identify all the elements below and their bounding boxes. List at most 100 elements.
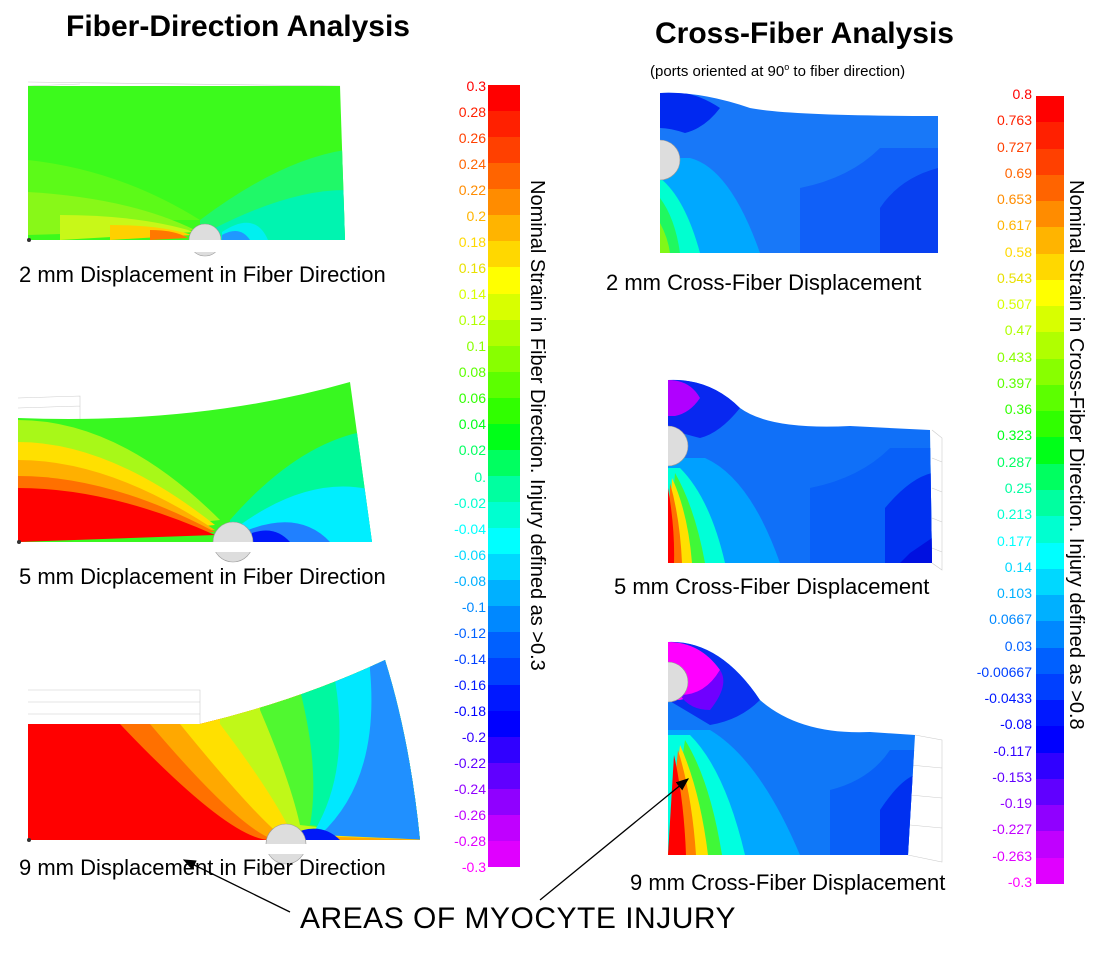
right-subtitle: (ports oriented at 90o to fiber directio…	[650, 62, 905, 80]
scale-tick-label: -0.3	[461, 859, 486, 875]
right-caption-3: 9 mm Cross-Fiber Displacement	[630, 870, 946, 895]
scale-segment	[1036, 463, 1064, 491]
scale-segment	[1036, 490, 1064, 517]
left-scale-label: Nominal Strain in Fiber Direction. Injur…	[526, 180, 548, 671]
scale-segment	[488, 762, 520, 790]
scale-segment	[488, 606, 520, 633]
scale-segment	[488, 371, 520, 399]
scale-segment	[1036, 437, 1064, 465]
scale-tick-label: -0.06	[454, 546, 486, 563]
scale-tick-label: 0.06	[458, 390, 486, 407]
scale-tick-label: 0.763	[996, 112, 1032, 129]
scale-tick-label: 0.397	[996, 374, 1032, 391]
scale-tick-label: -0.227	[992, 821, 1032, 838]
mesh-node-marker	[17, 540, 21, 544]
scale-segment	[1036, 778, 1064, 806]
scale-segment	[488, 241, 520, 268]
scale-tick-label: 0.69	[1004, 164, 1032, 181]
scale-segment	[488, 319, 520, 347]
fiber-plot-9mm	[27, 660, 420, 865]
scale-tick-label: 0.47	[1004, 322, 1032, 339]
scale-segment	[488, 423, 520, 451]
scale-segment	[488, 736, 520, 764]
scale-segment	[1036, 673, 1064, 701]
scale-tick-label: -0.117	[993, 742, 1032, 759]
left-caption-2: 5 mm Dicplacement in Fiber Direction	[19, 564, 386, 589]
cross-fiber-plot-2mm	[638, 92, 938, 253]
scale-segment	[1036, 358, 1064, 386]
scale-tick-label: 0.617	[996, 217, 1032, 234]
fiber-plot-2mm	[27, 81, 345, 257]
scale-segment	[1036, 621, 1064, 649]
scale-segment	[1036, 201, 1064, 228]
scale-tick-label: 0.	[474, 468, 486, 485]
scale-segment	[1036, 857, 1064, 885]
scale-segment	[488, 580, 520, 607]
scale-tick-label: 0.25	[1004, 480, 1032, 496]
scale-tick-label: -0.12	[454, 624, 486, 641]
scale-tick-label: 0.323	[996, 427, 1032, 444]
scale-tick-label: 0.36	[1004, 401, 1032, 418]
scale-segment	[1036, 568, 1064, 596]
scale-tick-label: -0.24	[454, 780, 486, 797]
scale-tick-label: -0.153	[992, 768, 1032, 785]
scale-segment	[1036, 752, 1064, 780]
scale-segment	[1036, 805, 1064, 832]
scale-segment	[1036, 306, 1064, 333]
scale-segment	[488, 840, 520, 868]
right-scale-label: Nominal Strain in Cross-Fiber Direction.…	[1065, 180, 1087, 730]
scale-tick-label: 0.433	[996, 348, 1032, 365]
cross-fiber-plot-5mm	[646, 379, 943, 571]
mesh-node-marker	[27, 238, 31, 242]
degree-superscript: o	[784, 62, 790, 72]
scale-segment	[1036, 122, 1064, 150]
scale-segment	[488, 476, 520, 503]
subtitle-pre: (ports oriented at 90	[650, 63, 785, 80]
scale-segment	[1036, 174, 1064, 202]
scale-segment	[488, 189, 520, 216]
left-title: Fiber-Direction Analysis	[66, 10, 410, 43]
cross-fiber-plot-9mm	[646, 641, 943, 863]
scale-tick-label: 0.08	[458, 364, 486, 381]
scale-tick-label: -0.04	[454, 520, 486, 537]
scale-tick-label: -0.26	[454, 806, 486, 823]
scale-tick-label: 0.1	[466, 338, 486, 355]
scale-segment	[1036, 227, 1064, 255]
scale-segment	[488, 163, 520, 190]
scale-tick-label: -0.0433	[984, 690, 1032, 707]
scale-segment	[488, 449, 520, 477]
scale-tick-label: -0.14	[454, 650, 486, 667]
scale-tick-label: -0.02	[454, 494, 486, 511]
scale-tick-label: 0.213	[996, 506, 1032, 523]
scale-tick-label: -0.28	[454, 832, 486, 849]
scale-segment	[488, 632, 520, 659]
scale-tick-label: -0.263	[992, 847, 1032, 864]
scale-tick-label: 0.24	[458, 156, 486, 173]
scale-tick-label: 0.543	[996, 269, 1032, 286]
scale-segment	[1036, 384, 1064, 412]
scale-segment	[1036, 148, 1064, 176]
scale-segment	[488, 710, 520, 738]
scale-segment	[488, 215, 520, 242]
scale-tick-label: 0.653	[996, 191, 1032, 208]
scale-segment	[488, 85, 520, 112]
left-scale-ticks: 0.3 0.28 0.26 0.24 0.22 0.2 0.18 0.16 0.14 0.12 0.…	[420, 79, 486, 874]
scale-tick-label: 0.12	[458, 312, 486, 329]
scale-tick-label: 0.0667	[989, 611, 1032, 628]
scale-tick-label: 0.14	[1004, 558, 1032, 575]
scale-tick-label: 0.507	[996, 296, 1032, 313]
scale-segment	[1036, 700, 1064, 727]
scale-segment	[488, 658, 520, 686]
right-color-scale	[1036, 96, 1064, 885]
scale-tick-label: -0.00667	[976, 663, 1032, 680]
scale-tick-label: 0.58	[1004, 243, 1032, 260]
scale-tick-label: 0.26	[458, 130, 486, 147]
scale-segment	[488, 111, 520, 138]
scale-tick-label: 0.287	[996, 453, 1032, 470]
right-title: Cross-Fiber Analysis	[655, 17, 954, 50]
fiber-plot-5mm	[17, 382, 372, 563]
scale-segment	[488, 397, 520, 425]
scale-segment	[1036, 411, 1064, 438]
scale-segment	[1036, 96, 1064, 123]
scale-tick-label: 0.02	[458, 442, 486, 459]
